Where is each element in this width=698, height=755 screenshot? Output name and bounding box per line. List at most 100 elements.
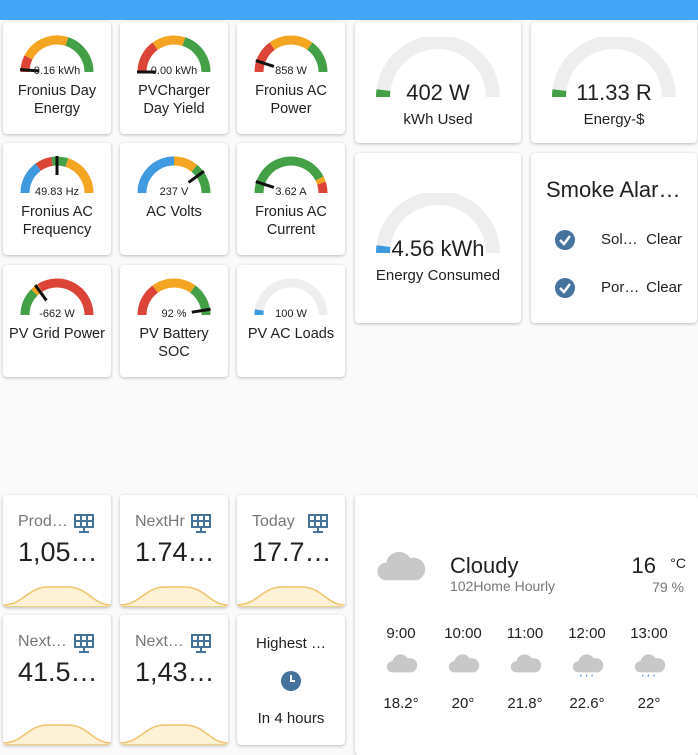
forecast-temp: 18.2° [371,695,431,712]
spark-area [3,587,111,607]
forecast-temp: 22.6° [557,695,617,712]
solar-panel [309,515,327,532]
gauge-name: Fronius AC Current [241,203,341,239]
temp-unit: °C [670,555,686,571]
gauge-value: 0.16 kWh [34,65,80,77]
forecast-icon [384,650,419,678]
gauge-name: Fronius Day Energy [7,82,107,118]
gauge-arc [321,183,323,193]
check-bg [555,230,575,250]
sparkline [3,715,111,745]
tile-name: NextHr [135,513,185,531]
rain [643,675,655,677]
gauge-value: 402 W [406,80,470,105]
gauge: 100 W [237,265,345,325]
highest-card: Highest … In 4 hours [237,615,345,745]
temperature: 16 [632,553,656,579]
solar-icon [307,513,329,533]
gauge-name: Fronius AC Frequency [7,203,107,239]
gauge: 858 W [237,22,345,82]
gauge-value: 0.00 kWh [151,65,197,77]
forecast-temp: 22° [619,695,679,712]
gauge: -662 W [3,265,111,325]
weather-name: 102Home Hourly [450,578,555,594]
forecast-time: 10:00 [433,625,493,642]
sparkline [120,577,228,607]
forecast-time: 9:00 [371,625,431,642]
forecast-time: 12:00 [557,625,617,642]
gauge-arc [272,40,310,46]
check-icon [554,277,576,299]
sparkline [120,715,228,745]
big-gauge-card: 4.56 kWh Energy Consumed [355,153,521,323]
solar-icon [73,513,95,533]
gauge-card: 0.16 kWh Fronius Day Energy [3,22,111,134]
status-bar [0,0,698,20]
forecast-temp: 21.8° [495,695,555,712]
gauge-name: PVCharger Day Yield [124,82,224,118]
gauge-value: -662 W [39,308,75,320]
cloud [635,654,665,672]
weather-icon [373,545,428,589]
gauge-arc [310,46,323,72]
solar-panel [192,635,210,652]
rain [581,675,593,677]
card-title: Smoke Alar… [546,177,681,203]
cloud [511,654,541,672]
gauge-card: 3.62 A Fronius AC Current [237,143,345,255]
big-gauge-card: 402 W kWh Used [355,22,521,143]
cloud [449,654,479,672]
gauge-arc [155,40,184,46]
gauge-arc [142,289,155,315]
cloud [387,654,417,672]
tile-name: Next… [135,633,184,651]
gauge-name: PV Battery SOC [124,325,224,361]
tile-value: 1,43… [135,657,215,688]
solar-icon [190,633,212,653]
entity-state: Clear [646,231,682,248]
gauge: 0.00 kWh [120,22,228,82]
gauge-name: Fronius AC Power [241,82,341,118]
gauge-name: kWh Used [359,111,517,129]
tile-name: Next… [18,633,67,651]
humidity: 79 % [652,579,684,595]
gauge-value: 3.62 A [275,186,307,198]
solar-panel [75,635,93,652]
solar-panel [192,515,210,532]
solar-icon [73,633,95,653]
spark-area [237,587,345,607]
forecast-time: 11:00 [495,625,555,642]
gauge-card: -662 W PV Grid Power [3,265,111,377]
gauge-name: PV Grid Power [7,325,107,343]
tile-name: Highest … [237,635,345,652]
gauge-arc [52,161,67,163]
gauge-card: 49.83 Hz Fronius AC Frequency [3,143,111,255]
gauge-name: Energy Consumed [359,267,517,285]
tile-state: In 4 hours [237,710,345,727]
gauge-name: PV AC Loads [241,325,341,343]
gauge-value: 49.83 Hz [35,186,79,198]
spark-area [120,725,228,745]
tile-value: 41.5… [18,657,98,688]
gauge-arc [28,40,66,57]
gauge-card: 0.00 kWh PVCharger Day Yield [120,22,228,134]
forecast-tile: Next… 1,43… [120,615,228,745]
forecast-temp: 20° [433,695,493,712]
forecast-tile: Next… 41.5… [3,615,111,745]
sparkline [237,577,345,607]
forecast-icon [446,650,481,678]
check-icon [554,229,576,251]
tile-value: 1,05… [18,537,98,568]
gauge-value: 4.56 kWh [392,236,485,261]
gauge: 3.62 A [237,143,345,203]
gauge-value: 11.33 R [576,80,651,105]
gauge-arc [174,161,194,168]
entity-state: Clear [646,279,682,296]
